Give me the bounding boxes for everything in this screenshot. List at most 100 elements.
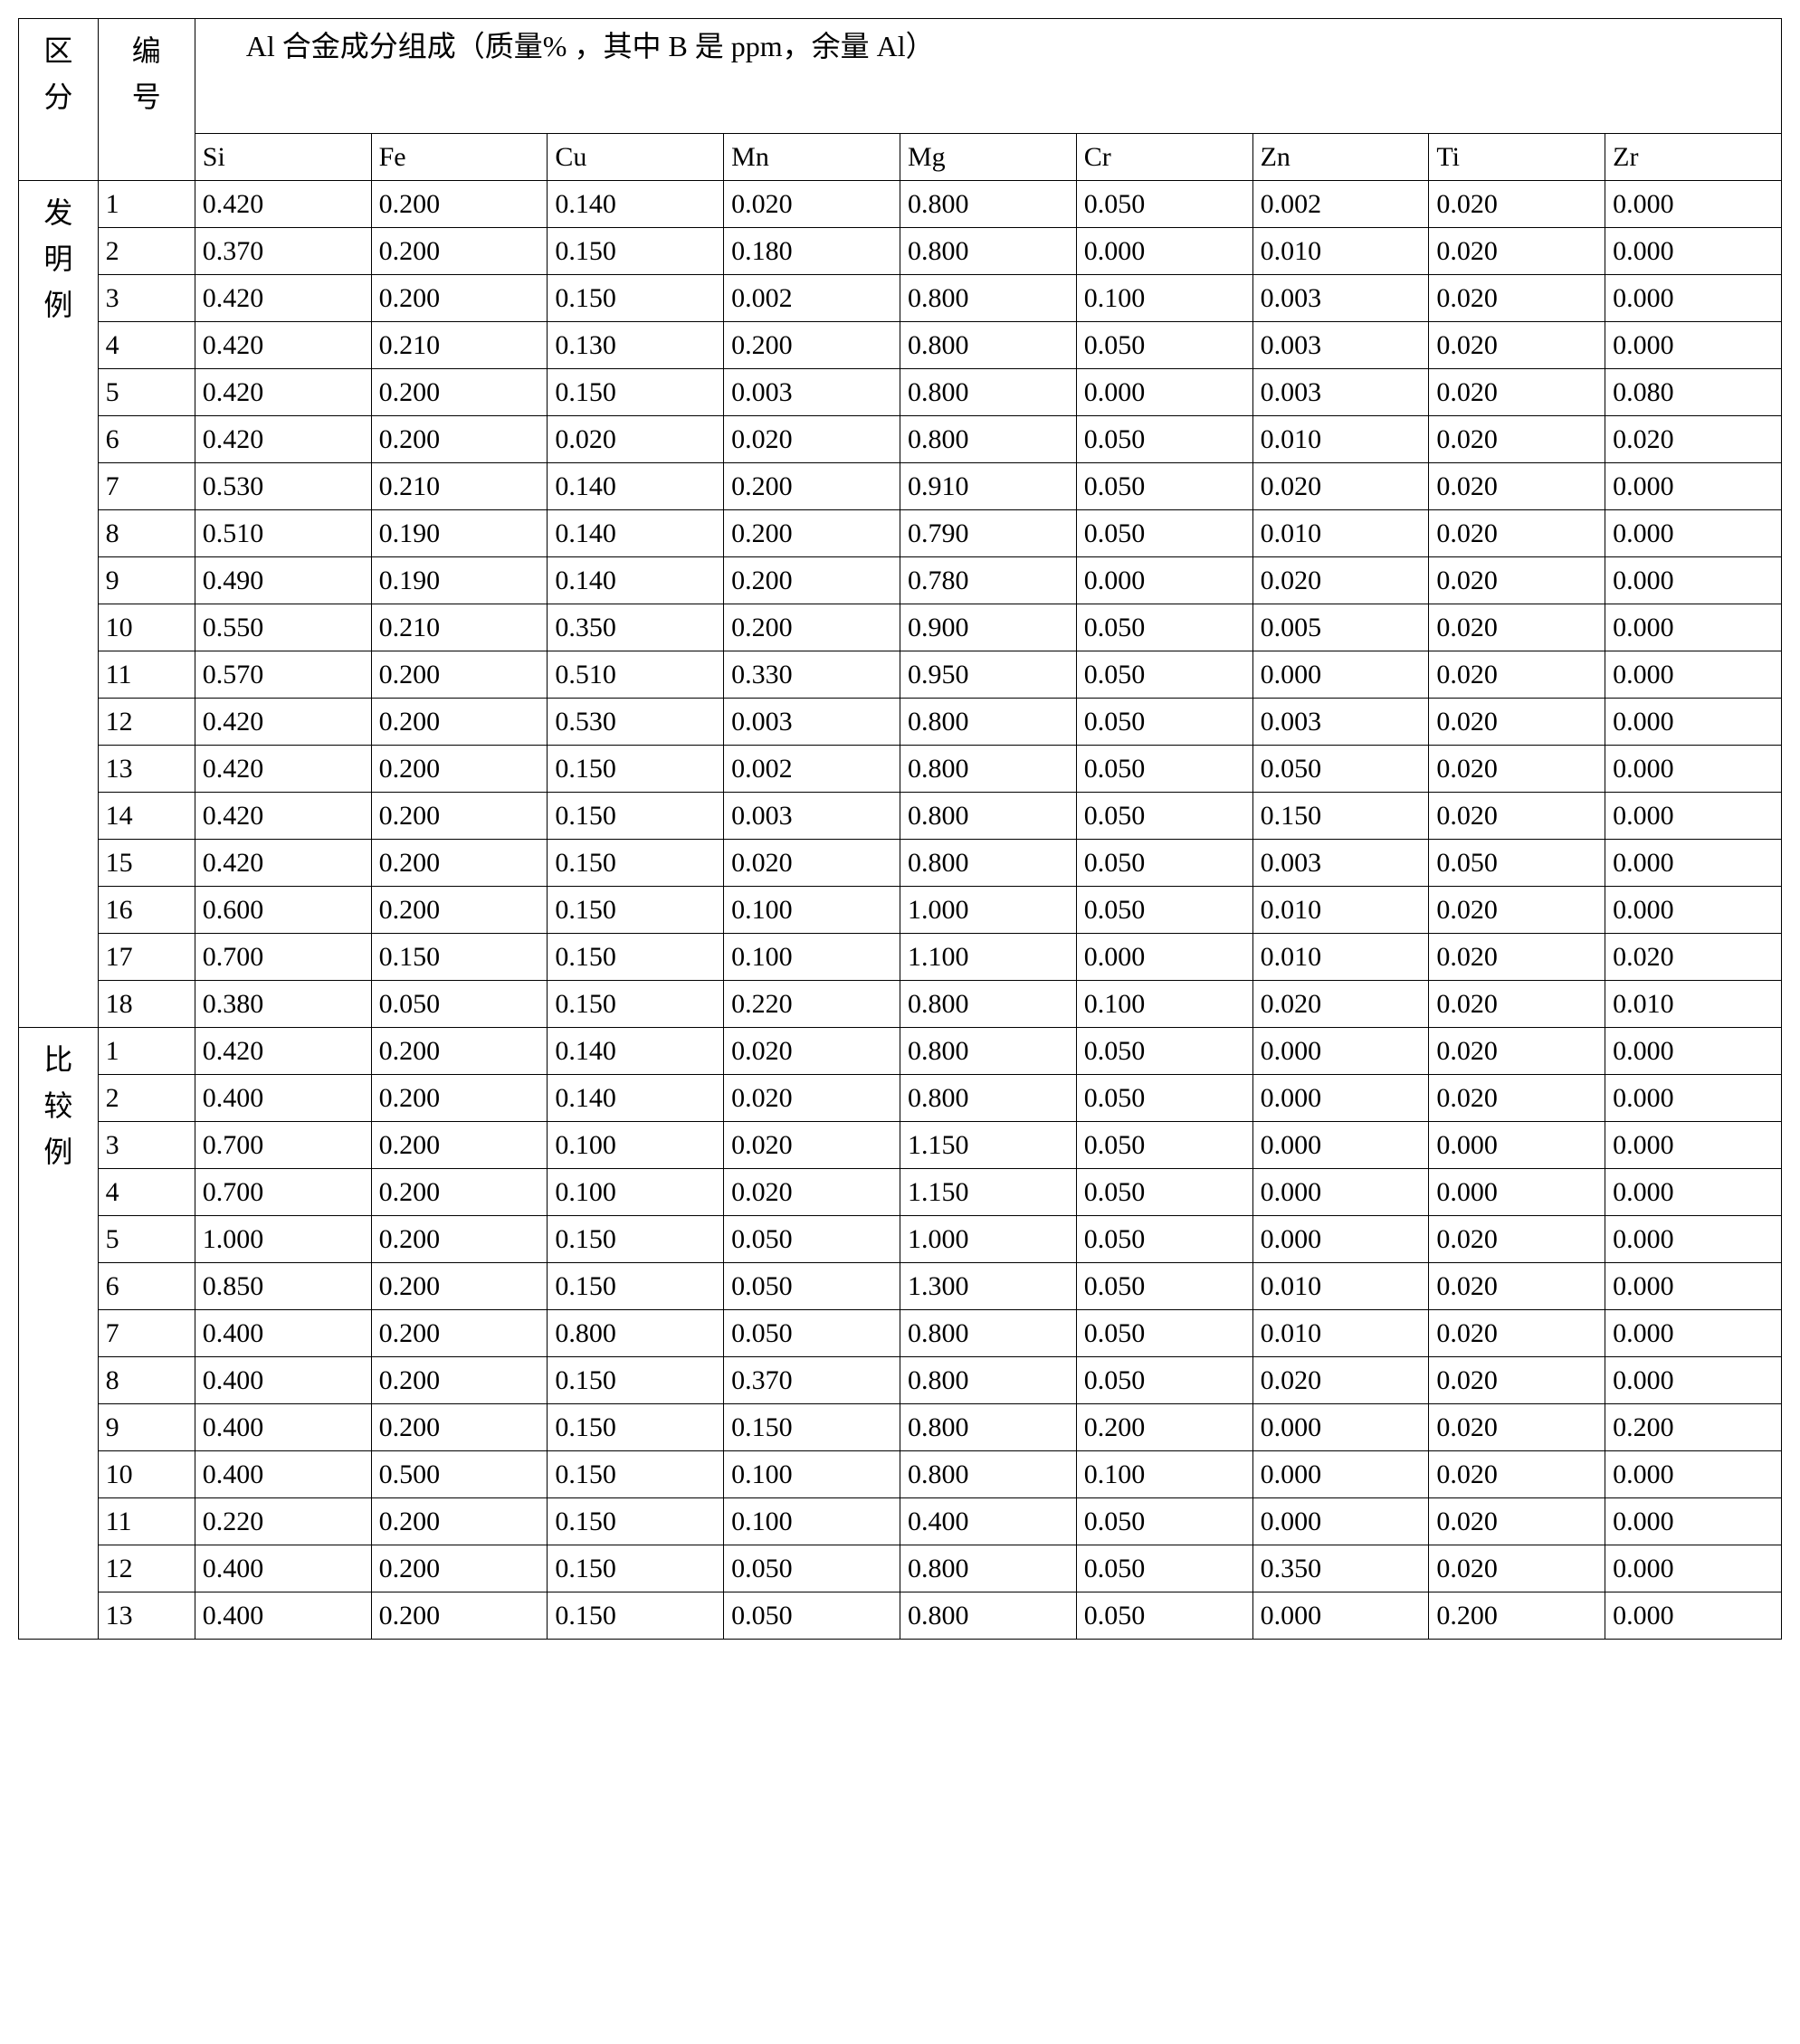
data-cell: 0.050 [1076,510,1252,557]
row-number: 5 [98,369,195,416]
data-cell: 0.003 [724,699,900,746]
data-cell: 0.140 [548,181,724,228]
data-cell: 0.050 [1076,322,1252,369]
data-cell: 0.003 [1252,699,1429,746]
data-cell: 0.050 [1076,840,1252,887]
data-cell: 0.010 [1252,416,1429,463]
data-cell: 0.700 [195,1122,371,1169]
data-cell: 0.150 [548,275,724,322]
data-cell: 0.000 [1605,463,1782,510]
alloy-composition-table: 区分编号Al 合金成分组成（质量% ，其中 B 是 ppm，余量 Al）SiFe… [18,18,1782,1640]
data-cell: 0.800 [548,1310,724,1357]
data-cell: 0.000 [1605,1357,1782,1404]
data-cell: 0.800 [900,746,1076,793]
data-cell: 0.550 [195,604,371,651]
data-cell: 0.010 [1252,1310,1429,1357]
data-cell: 0.800 [900,1545,1076,1592]
column-header: Mg [900,134,1076,181]
data-cell: 0.490 [195,557,371,604]
data-cell: 0.570 [195,651,371,699]
data-cell: 0.800 [900,322,1076,369]
data-cell: 0.000 [1252,1404,1429,1451]
data-cell: 0.370 [195,228,371,275]
data-cell: 0.050 [1076,887,1252,934]
data-cell: 0.350 [548,604,724,651]
data-cell: 0.050 [1076,181,1252,228]
data-cell: 0.420 [195,322,371,369]
data-cell: 0.420 [195,793,371,840]
data-cell: 0.020 [724,416,900,463]
data-cell: 0.050 [724,1216,900,1263]
data-cell: 0.020 [1429,181,1605,228]
data-cell: 0.020 [1429,651,1605,699]
data-cell: 0.020 [1605,416,1782,463]
data-cell: 0.100 [724,887,900,934]
data-cell: 0.000 [1605,181,1782,228]
data-cell: 0.600 [195,887,371,934]
data-cell: 0.000 [1252,1216,1429,1263]
data-cell: 0.500 [371,1451,548,1498]
data-cell: 0.002 [1252,181,1429,228]
data-cell: 0.020 [1429,746,1605,793]
data-cell: 1.000 [195,1216,371,1263]
data-cell: 0.200 [371,1028,548,1075]
data-cell: 0.200 [371,275,548,322]
data-cell: 0.050 [1076,1357,1252,1404]
data-cell: 0.800 [900,1075,1076,1122]
data-cell: 0.200 [724,557,900,604]
data-cell: 0.020 [1252,981,1429,1028]
data-cell: 0.330 [724,651,900,699]
data-cell: 0.800 [900,699,1076,746]
data-cell: 0.400 [195,1075,371,1122]
data-cell: 0.002 [724,746,900,793]
data-cell: 0.100 [548,1122,724,1169]
row-number: 5 [98,1216,195,1263]
row-number: 6 [98,416,195,463]
row-number: 1 [98,1028,195,1075]
data-cell: 0.010 [1252,510,1429,557]
data-cell: 0.020 [1429,557,1605,604]
data-cell: 0.050 [1076,746,1252,793]
data-cell: 0.010 [1252,1263,1429,1310]
row-number: 8 [98,1357,195,1404]
data-cell: 0.800 [900,416,1076,463]
data-cell: 0.020 [1429,1310,1605,1357]
data-cell: 0.020 [724,840,900,887]
data-cell: 0.010 [1252,228,1429,275]
data-cell: 0.400 [195,1404,371,1451]
data-cell: 0.140 [548,510,724,557]
data-cell: 0.350 [1252,1545,1429,1592]
data-cell: 0.000 [1605,1498,1782,1545]
data-cell: 0.000 [1605,699,1782,746]
data-cell: 0.800 [900,1028,1076,1075]
data-cell: 0.020 [1429,981,1605,1028]
data-cell: 0.000 [1605,275,1782,322]
data-cell: 1.100 [900,934,1076,981]
row-number: 11 [98,651,195,699]
data-cell: 0.190 [371,557,548,604]
data-cell: 0.000 [1605,1310,1782,1357]
data-cell: 0.050 [1076,416,1252,463]
data-cell: 0.150 [548,228,724,275]
row-number: 10 [98,604,195,651]
data-cell: 0.000 [1605,1545,1782,1592]
data-cell: 0.050 [1076,1592,1252,1640]
row-number: 7 [98,463,195,510]
data-cell: 0.200 [371,1498,548,1545]
data-cell: 0.200 [371,1310,548,1357]
column-header: Cu [548,134,724,181]
data-cell: 0.010 [1252,887,1429,934]
data-cell: 0.020 [724,1122,900,1169]
data-cell: 0.150 [548,1545,724,1592]
data-cell: 0.100 [1076,275,1252,322]
data-cell: 0.150 [548,887,724,934]
data-cell: 0.020 [1429,887,1605,934]
data-cell: 0.400 [195,1451,371,1498]
column-header: Fe [371,134,548,181]
data-cell: 0.200 [371,1592,548,1640]
data-cell: 0.050 [1076,699,1252,746]
data-cell: 0.050 [1076,1310,1252,1357]
data-cell: 0.200 [371,840,548,887]
data-cell: 0.000 [1076,369,1252,416]
data-cell: 0.000 [1076,228,1252,275]
